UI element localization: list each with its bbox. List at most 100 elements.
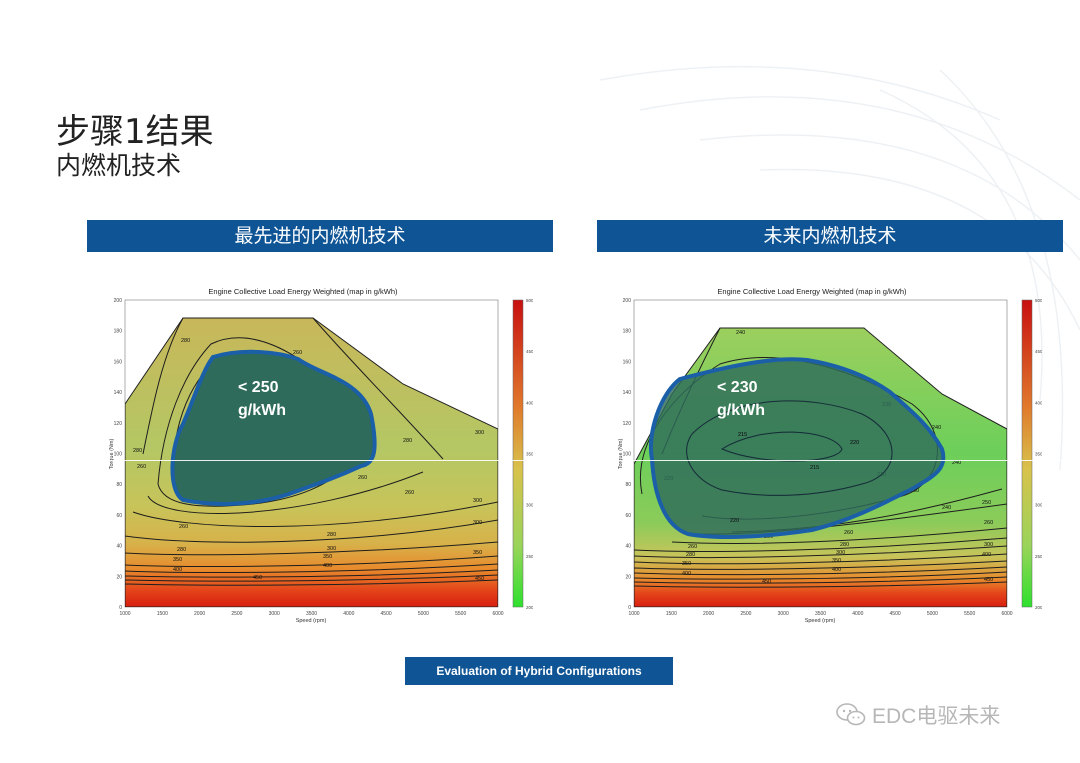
svg-text:260: 260	[844, 530, 853, 536]
svg-text:280: 280	[133, 448, 142, 454]
y-tick-label: 140	[114, 390, 123, 396]
x-tick-label: 3500	[306, 611, 317, 617]
svg-text:260: 260	[984, 520, 993, 526]
svg-text:350: 350	[173, 557, 182, 563]
svg-text:220: 220	[730, 518, 739, 524]
region-label-unit: g/kWh	[717, 402, 765, 419]
svg-text:220: 220	[850, 440, 859, 446]
svg-text:240: 240	[932, 425, 941, 431]
y-tick-label: 120	[623, 421, 632, 427]
svg-text:300: 300	[327, 546, 336, 552]
wechat-icon	[836, 703, 866, 726]
svg-text:240: 240	[942, 505, 951, 511]
colorbar-tick-label: 400	[1035, 400, 1042, 405]
y-tick-label: 120	[114, 421, 123, 427]
x-tick-label: 5000	[927, 611, 938, 617]
svg-text:260: 260	[293, 350, 302, 356]
svg-text:280: 280	[327, 532, 336, 538]
page-subtitle: 内燃机技术	[56, 151, 182, 180]
colorbar-tick-label: 250	[1035, 554, 1042, 559]
svg-text:400: 400	[173, 567, 182, 573]
x-tick-label: 1000	[628, 611, 639, 617]
x-axis-label: Speed (rpm)	[805, 618, 836, 624]
svg-text:350: 350	[682, 561, 691, 567]
y-tick-label: 0	[628, 605, 631, 611]
svg-text:400: 400	[682, 571, 691, 577]
colorbar-tick-label: 350	[526, 452, 533, 457]
region-label-value: < 250	[238, 379, 279, 396]
colorbar-tick-label: 500	[526, 298, 533, 303]
x-tick-label: 2500	[231, 611, 242, 617]
colorbar-tick-label: 250	[526, 554, 533, 559]
y-tick-label: 160	[623, 359, 632, 365]
x-tick-label: 1000	[119, 611, 130, 617]
watermark-text: EDC电驱未来	[872, 705, 1001, 728]
svg-text:300: 300	[984, 542, 993, 548]
y-axis-label: Torque (Nm)	[109, 439, 115, 470]
svg-text:280: 280	[403, 438, 412, 444]
x-tick-label: 5500	[964, 611, 975, 617]
svg-text:260: 260	[688, 544, 697, 550]
svg-text:450: 450	[762, 579, 771, 585]
colorbar-tick-label: 200	[1035, 605, 1042, 610]
svg-text:250: 250	[910, 488, 919, 494]
y-tick-label: 40	[625, 544, 631, 550]
y-tick-label: 160	[114, 359, 123, 365]
svg-text:280: 280	[177, 547, 186, 553]
colorbar-tick-label: 400	[526, 400, 533, 405]
svg-text:280: 280	[840, 542, 849, 548]
highlight-region	[170, 349, 377, 506]
colorbar	[512, 299, 524, 608]
x-tick-label: 4500	[381, 611, 392, 617]
x-tick-label: 2500	[740, 611, 751, 617]
svg-text:350: 350	[323, 554, 332, 560]
svg-text:400: 400	[982, 552, 991, 558]
svg-text:450: 450	[253, 575, 262, 581]
svg-text:450: 450	[475, 576, 484, 582]
colorbar-tick-label: 300	[526, 503, 533, 508]
colorbar-tick-label: 200	[526, 605, 533, 610]
chart-title: Engine Collective Load Energy Weighted (…	[208, 287, 398, 296]
highlight-region	[649, 357, 946, 539]
panel-banner-left: 最先进的内燃机技术	[87, 220, 553, 252]
y-tick-label: 40	[116, 544, 122, 550]
x-tick-label: 4500	[890, 611, 901, 617]
svg-text:300: 300	[475, 430, 484, 436]
svg-text:260: 260	[358, 475, 367, 481]
colorbar-tick-label: 300	[1035, 503, 1042, 508]
colorbar-tick-label: 450	[1035, 349, 1042, 354]
chart-left-svg: Engine Collective Load Energy Weighted (…	[109, 287, 533, 624]
x-tick-label: 1500	[666, 611, 677, 617]
y-tick-label: 0	[119, 605, 122, 611]
colorbar-tick-label: 350	[1035, 452, 1042, 457]
svg-text:300: 300	[473, 520, 482, 526]
y-tick-label: 140	[623, 390, 632, 396]
y-tick-label: 20	[625, 574, 631, 580]
watermark: EDC电驱未来	[836, 700, 1000, 730]
svg-text:240: 240	[952, 460, 961, 466]
svg-text:260: 260	[137, 464, 146, 470]
y-axis-ticks: 0 20 40 60 80 100 120 140 160 180 200	[114, 298, 123, 611]
svg-text:300: 300	[836, 550, 845, 556]
chart-right: Engine Collective Load Energy Weighted (…	[612, 284, 1042, 629]
x-tick-label: 2000	[194, 611, 205, 617]
x-tick-label: 3000	[778, 611, 789, 617]
colorbar	[1021, 299, 1033, 608]
colorbar-tick-label: 450	[526, 349, 533, 354]
y-tick-label: 180	[114, 329, 123, 335]
svg-text:215: 215	[810, 465, 819, 471]
y-tick-label: 200	[623, 298, 632, 304]
y-tick-label: 80	[116, 482, 122, 488]
x-axis-label: Speed (rpm)	[296, 618, 327, 624]
x-tick-label: 3500	[815, 611, 826, 617]
panel-banner-right: 未来内燃机技术	[597, 220, 1063, 252]
chart-right-svg: Engine Collective Load Energy Weighted (…	[618, 287, 1042, 624]
chart-title: Engine Collective Load Energy Weighted (…	[717, 287, 907, 296]
x-tick-label: 5000	[418, 611, 429, 617]
svg-text:240: 240	[736, 330, 745, 336]
y-tick-label: 180	[623, 329, 632, 335]
svg-text:260: 260	[179, 524, 188, 530]
x-tick-label: 2000	[703, 611, 714, 617]
svg-text:215: 215	[738, 432, 747, 438]
